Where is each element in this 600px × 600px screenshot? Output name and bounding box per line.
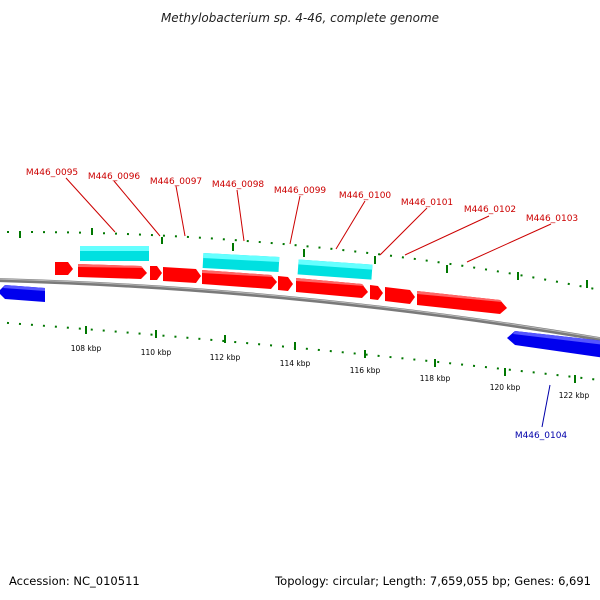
gene-arrow-highlight: [417, 291, 502, 302]
feature-block: [298, 259, 373, 270]
gene-arrow-highlight: [202, 270, 273, 277]
outer-tick-ring: [0, 230, 600, 291]
leader-line: [65, 177, 116, 233]
scale-label: 120 kbp: [490, 383, 521, 392]
map-title: Methylobacterium sp. 4-46, complete geno…: [161, 11, 439, 25]
gene-label: M446_0096: [88, 172, 141, 182]
scale-labels: 108 kbp 110 kbp 112 kbp 114 kbp 116 kbp …: [71, 344, 590, 400]
gene-label: M446_0101: [401, 198, 453, 208]
gene-arrow-highlight: [513, 331, 600, 345]
gene-labels: M446_0095 M446_0096 M446_0097 M446_0098 …: [26, 168, 578, 441]
accession-text: Accession: NC_010511: [9, 574, 140, 588]
reverse-genes: [0, 285, 600, 358]
gene-arrow: [370, 285, 383, 300]
scale-label: 116 kbp: [350, 366, 381, 375]
gene-arrow: [417, 291, 507, 314]
gene-arrow-highlight: [78, 264, 143, 268]
gene-label: M446_0103: [526, 214, 578, 224]
gene-label: M446_0100: [339, 191, 392, 201]
scale-label: 110 kbp: [141, 348, 172, 357]
gene-arrow: [507, 331, 600, 358]
gene-label: M446_0098: [212, 180, 265, 190]
leader-line: [541, 384, 551, 428]
feature-block: [80, 246, 149, 251]
forward-genes: [55, 262, 507, 314]
leader-line: [175, 185, 186, 237]
genome-backbone: [0, 278, 600, 342]
major-ticks: [19, 228, 588, 383]
feature-block: [203, 253, 280, 262]
genome-summary-text: Topology: circular; Length: 7,659,055 bp…: [274, 574, 591, 588]
genome-backbone-highlight: [0, 278, 600, 339]
inner-tick-ring: [0, 321, 600, 381]
gene-label: M446_0097: [150, 177, 202, 187]
gene-label: M446_0099: [274, 186, 327, 196]
leader-line: [289, 195, 301, 245]
gene-arrow: [278, 276, 293, 291]
leader-line: [379, 207, 428, 256]
scale-label: 118 kbp: [420, 374, 451, 383]
scale-label: 114 kbp: [280, 359, 311, 368]
gene-label: M446_0102: [464, 205, 516, 215]
gene-arrow: [163, 267, 201, 283]
gene-label: M446_0104: [515, 431, 568, 441]
gene-arrow: [150, 266, 162, 280]
leader-line: [404, 215, 490, 256]
scale-label: 122 kbp: [559, 391, 590, 400]
scale-label: 112 kbp: [210, 353, 241, 362]
gene-arrow: [55, 262, 73, 275]
gene-label: M446_0095: [26, 168, 78, 178]
leader-line: [466, 223, 552, 263]
gene-arrow-highlight: [3, 285, 45, 291]
label-leaders: [65, 177, 552, 428]
gene-arrow-highlight: [296, 278, 364, 286]
cyan-features: [80, 246, 373, 280]
leader-line: [236, 189, 245, 242]
leader-line: [113, 180, 161, 237]
gene-arrow: [385, 287, 415, 304]
leader-line: [335, 200, 366, 250]
scale-label: 108 kbp: [71, 344, 102, 353]
